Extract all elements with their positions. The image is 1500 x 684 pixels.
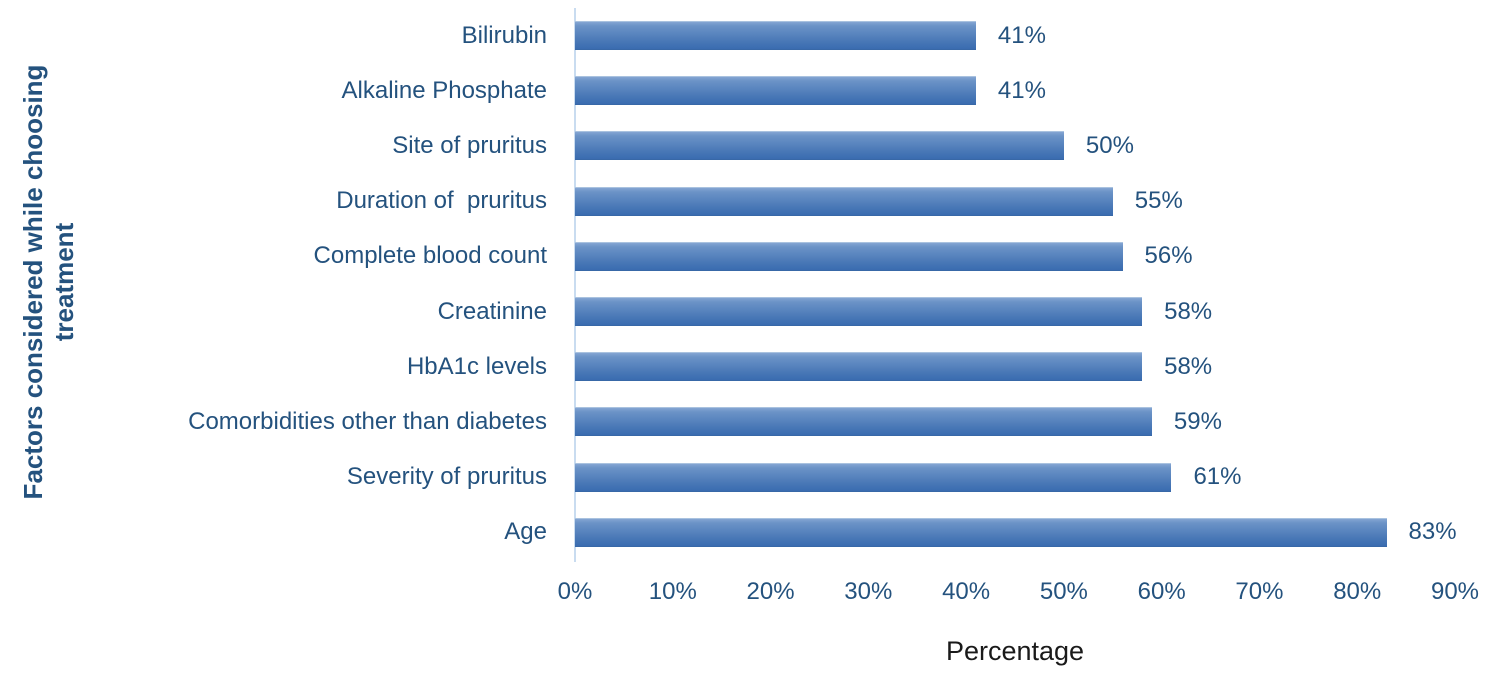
value-label: 41% bbox=[997, 76, 1046, 104]
value-label: 58% bbox=[1164, 297, 1213, 325]
bar-row: Complete blood count 56% bbox=[90, 229, 1500, 284]
bar-row: Age 83% bbox=[90, 505, 1500, 560]
bar-row: Duration of pruritus 55% bbox=[90, 174, 1500, 229]
category-label: Bilirubin bbox=[461, 21, 547, 49]
category-label: Severity of pruritus bbox=[346, 463, 547, 491]
x-tick-label: 10% bbox=[648, 578, 697, 605]
y-axis-title-line2: treatment bbox=[49, 222, 80, 342]
bar-row: Comorbidities other than diabetes 59% bbox=[90, 394, 1500, 449]
bar bbox=[575, 407, 1152, 437]
bar-track: 83% bbox=[575, 505, 1500, 560]
bar-track: 41% bbox=[575, 63, 1500, 118]
category-label: Complete blood count bbox=[313, 242, 547, 270]
value-label: 83% bbox=[1408, 518, 1457, 546]
x-tick-label: 40% bbox=[942, 578, 991, 605]
bar bbox=[575, 76, 976, 106]
x-tick-label: 70% bbox=[1235, 578, 1284, 605]
bar bbox=[575, 131, 1064, 161]
category-label: Alkaline Phosphate bbox=[341, 76, 547, 104]
bar-row: Creatinine 58% bbox=[90, 284, 1500, 339]
bar-track: 59% bbox=[575, 394, 1500, 449]
category-label: Creatinine bbox=[437, 297, 547, 325]
category-label: Comorbidities other than diabetes bbox=[188, 407, 547, 435]
bar bbox=[575, 21, 976, 51]
bar bbox=[575, 462, 1172, 492]
x-tick-label: 90% bbox=[1430, 578, 1480, 605]
bar-row: Alkaline Phosphate 41% bbox=[90, 63, 1500, 118]
bar-track: 55% bbox=[575, 174, 1500, 229]
bar bbox=[575, 297, 1143, 327]
value-label: 50% bbox=[1085, 131, 1134, 159]
value-label: 41% bbox=[997, 21, 1046, 49]
value-label: 56% bbox=[1144, 242, 1193, 270]
x-axis: 0% 10% 20% 30% 40% 50% 60% 70% 80% 90% bbox=[558, 578, 1479, 610]
x-tick-label: 0% bbox=[557, 578, 593, 605]
x-tick-label: 60% bbox=[1137, 578, 1186, 605]
x-tick-label: 80% bbox=[1333, 578, 1382, 605]
category-label: Age bbox=[504, 518, 547, 546]
x-axis-title: Percentage bbox=[945, 636, 1085, 666]
category-label: HbA1c levels bbox=[406, 352, 547, 380]
bar-track: 58% bbox=[575, 339, 1500, 394]
bar bbox=[575, 517, 1387, 547]
y-axis-title: Factors considered while choosing treatm… bbox=[18, 2, 86, 562]
bar-track: 56% bbox=[575, 229, 1500, 284]
x-tick-label: 50% bbox=[1039, 578, 1088, 605]
category-label: Duration of pruritus bbox=[336, 187, 547, 215]
y-axis-title-line1: Factors considered while choosing bbox=[18, 64, 48, 500]
value-label: 61% bbox=[1193, 463, 1242, 491]
bar-row: Site of pruritus 50% bbox=[90, 118, 1500, 173]
value-label: 55% bbox=[1134, 187, 1183, 215]
value-label: 58% bbox=[1164, 352, 1213, 380]
x-tick-label: 20% bbox=[746, 578, 795, 605]
y-axis-line bbox=[574, 8, 576, 562]
bar-track: 58% bbox=[575, 284, 1500, 339]
bar-row: Severity of pruritus 61% bbox=[90, 450, 1500, 505]
value-label: 59% bbox=[1173, 407, 1222, 435]
x-tick-label: 30% bbox=[844, 578, 893, 605]
bar-track: 41% bbox=[575, 8, 1500, 63]
bar bbox=[575, 241, 1123, 271]
bar-row: Bilirubin 41% bbox=[90, 8, 1500, 63]
category-label: Site of pruritus bbox=[392, 131, 547, 159]
plot-area: Bilirubin 41% Alkaline Phosphate 41% Site of… bbox=[90, 8, 1500, 560]
bar bbox=[575, 186, 1113, 216]
bar-track: 50% bbox=[575, 118, 1500, 173]
bar-row: HbA1c levels 58% bbox=[90, 339, 1500, 394]
bar-track: 61% bbox=[575, 450, 1500, 505]
bar bbox=[575, 352, 1143, 382]
